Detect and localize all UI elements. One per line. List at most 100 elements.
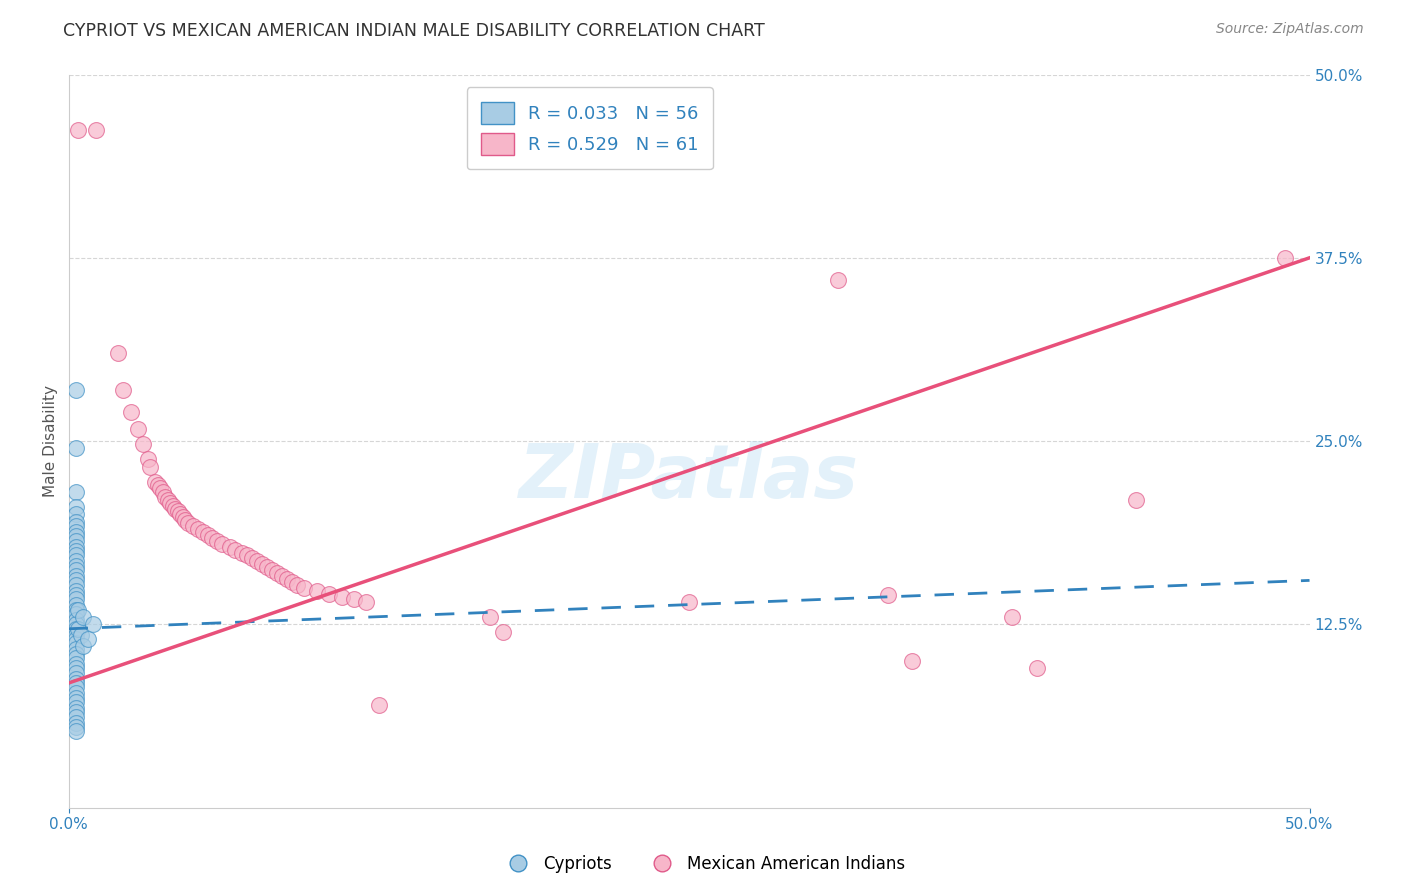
Point [77, 632, 100, 646]
Point [1125, 492, 1147, 507]
Point [65, 647, 87, 661]
Point [224, 542, 246, 557]
Point [65, 672, 87, 686]
Point [65, 569, 87, 583]
Point [107, 346, 129, 360]
Point [70, 627, 93, 641]
Point [65, 588, 87, 602]
Point [65, 632, 87, 646]
Point [356, 595, 378, 609]
Point [231, 545, 253, 559]
Point [127, 422, 149, 436]
Point [67, 123, 90, 137]
Point [136, 451, 159, 466]
Point [1001, 610, 1024, 624]
Point [65, 383, 87, 397]
Text: Source: ZipAtlas.com: Source: ZipAtlas.com [1216, 22, 1364, 37]
Point [82, 617, 104, 632]
Point [65, 715, 87, 730]
Point [156, 492, 179, 507]
Point [318, 586, 340, 600]
Point [901, 654, 924, 668]
Point [65, 724, 87, 739]
Point [367, 698, 389, 712]
Point [65, 544, 87, 558]
Point [250, 558, 273, 572]
Point [65, 710, 87, 724]
Point [65, 695, 87, 709]
Point [65, 676, 87, 690]
Point [65, 636, 87, 650]
Point [65, 515, 87, 529]
Point [266, 566, 288, 580]
Point [65, 627, 87, 641]
Point [201, 531, 224, 545]
Point [67, 603, 90, 617]
Point [159, 496, 181, 510]
Point [65, 599, 87, 613]
Point [149, 481, 172, 495]
Point [65, 583, 87, 598]
Point [174, 513, 197, 527]
Point [176, 516, 198, 531]
Point [65, 651, 87, 665]
Point [139, 460, 162, 475]
Point [285, 578, 308, 592]
Point [112, 383, 135, 397]
Point [271, 569, 294, 583]
Point [67, 622, 90, 636]
Point [65, 622, 87, 636]
Point [65, 657, 87, 671]
Point [165, 501, 187, 516]
Point [246, 554, 269, 568]
Point [65, 558, 87, 573]
Point [240, 551, 263, 566]
Point [191, 524, 214, 539]
Point [292, 581, 315, 595]
Point [876, 588, 898, 602]
Point [65, 485, 87, 500]
Point [65, 574, 87, 588]
Point [492, 624, 515, 639]
Point [197, 528, 219, 542]
Point [65, 563, 87, 577]
Point [305, 583, 328, 598]
Point [65, 701, 87, 715]
Point [84, 123, 107, 137]
Legend: R = 0.033   N = 56, R = 0.529   N = 61: R = 0.033 N = 56, R = 0.529 N = 61 [467, 87, 713, 169]
Point [65, 603, 87, 617]
Point [65, 508, 87, 522]
Point [65, 607, 87, 621]
Point [65, 617, 87, 632]
Point [65, 720, 87, 734]
Legend: Cypriots, Mexican American Indians: Cypriots, Mexican American Indians [495, 848, 911, 880]
Point [1274, 251, 1296, 265]
Point [65, 500, 87, 514]
Point [65, 665, 87, 680]
Point [65, 686, 87, 700]
Point [65, 533, 87, 548]
Point [166, 504, 188, 518]
Point [120, 405, 142, 419]
Point [152, 485, 174, 500]
Point [65, 540, 87, 554]
Point [218, 540, 240, 554]
Point [479, 610, 502, 624]
Point [172, 510, 194, 524]
Point [65, 613, 87, 627]
Point [132, 437, 155, 451]
Point [276, 572, 298, 586]
Point [65, 706, 87, 720]
Point [211, 537, 233, 551]
Point [330, 590, 353, 604]
Point [65, 524, 87, 539]
Point [260, 563, 283, 577]
Point [72, 640, 94, 654]
Point [65, 661, 87, 675]
Point [827, 273, 849, 287]
Point [145, 475, 167, 490]
Point [207, 533, 229, 548]
Point [281, 574, 304, 589]
Point [155, 490, 177, 504]
Point [236, 549, 259, 563]
